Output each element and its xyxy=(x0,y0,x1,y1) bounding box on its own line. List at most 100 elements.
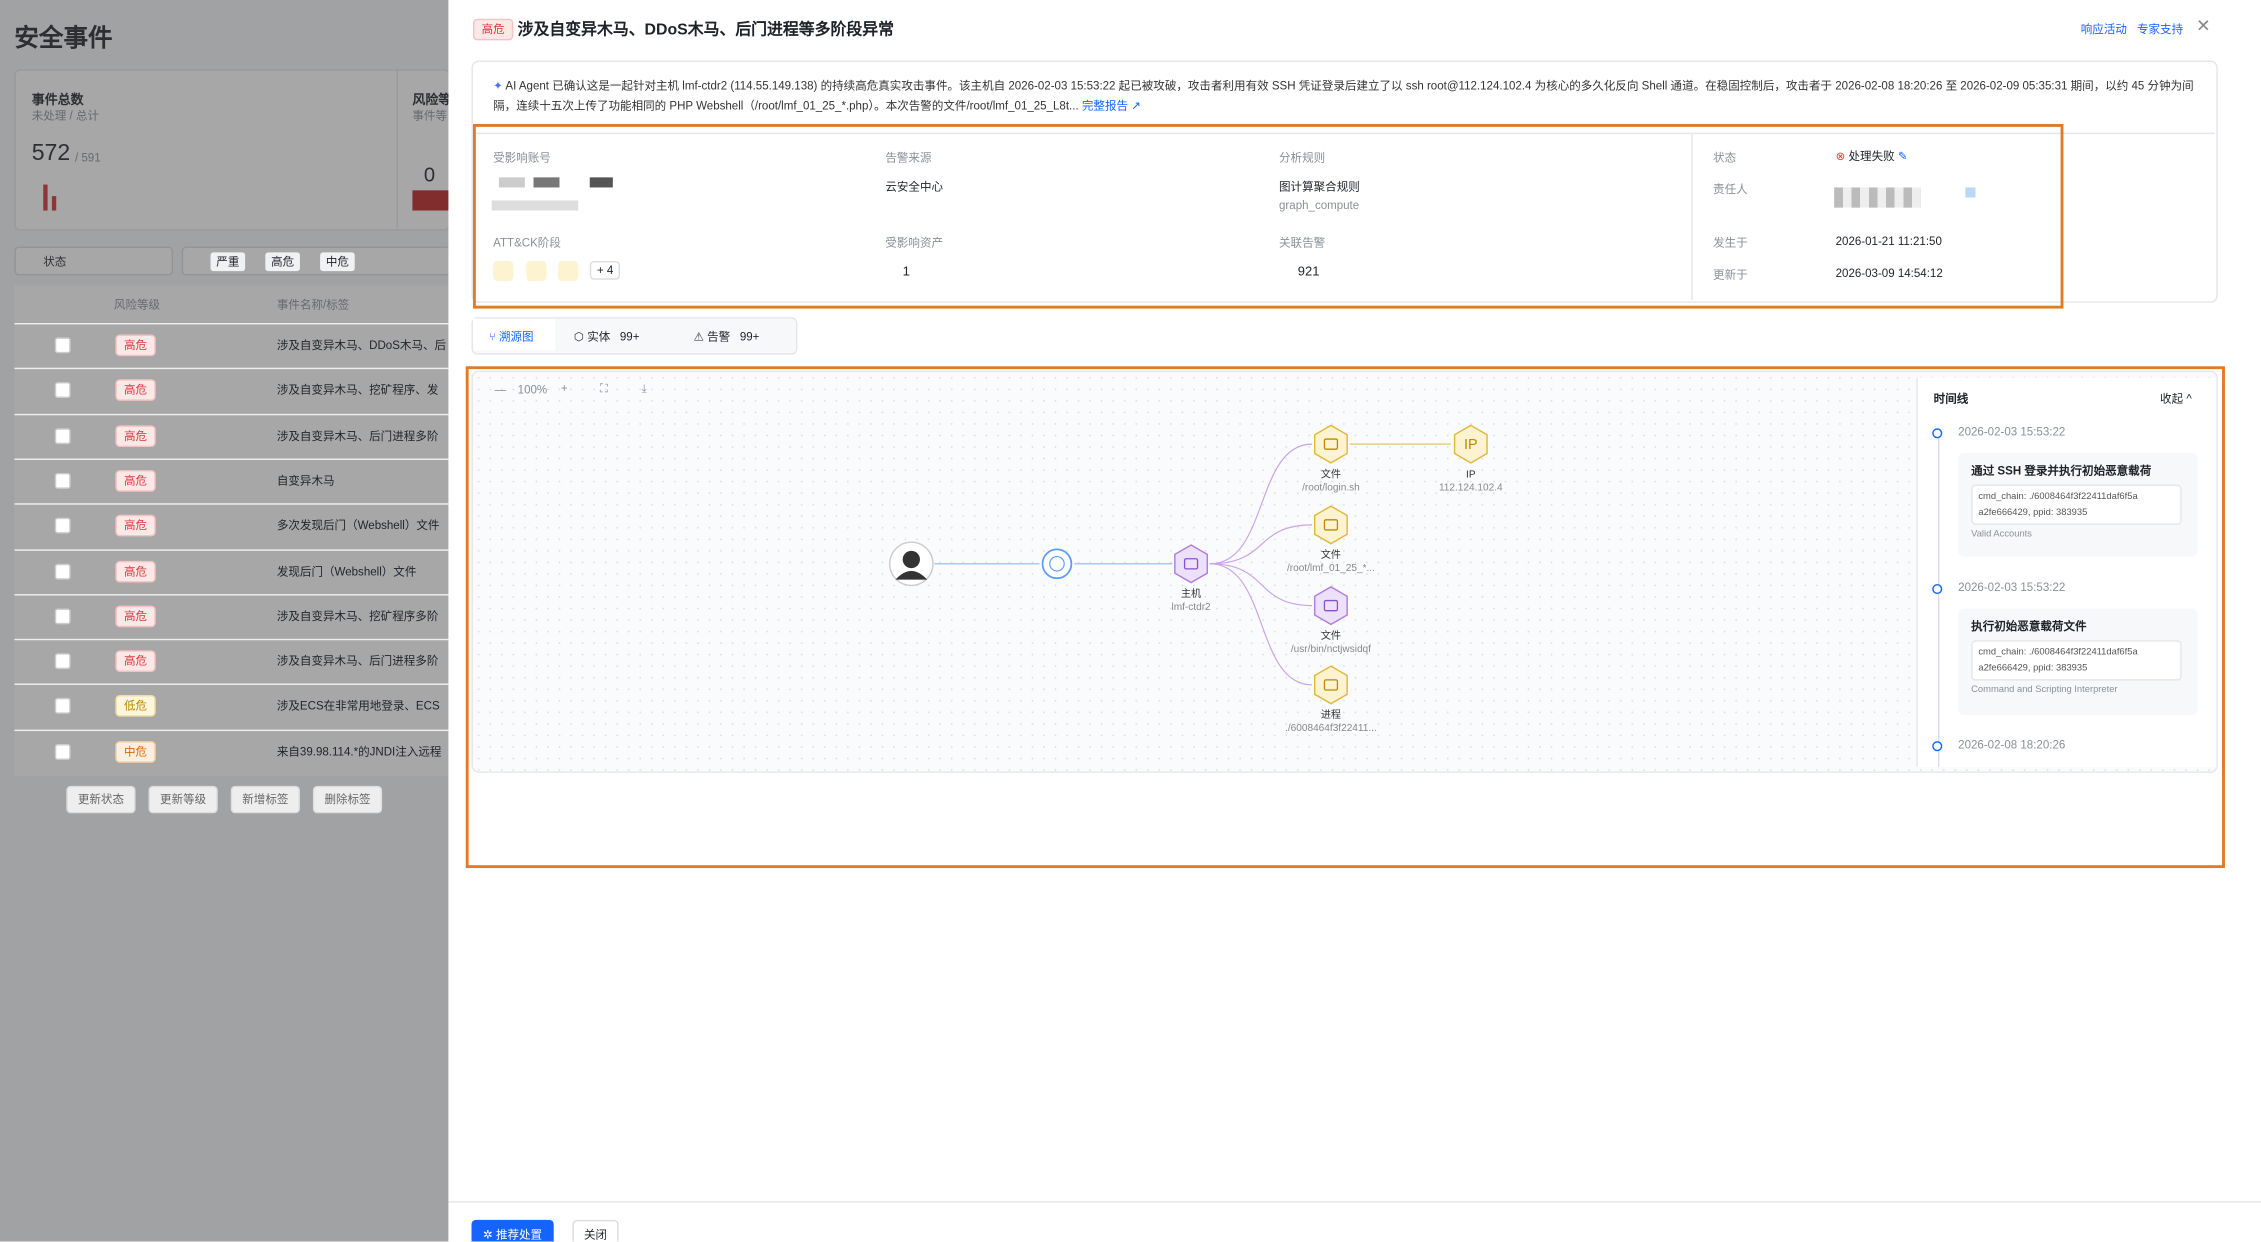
row-checkbox[interactable] xyxy=(54,337,71,354)
row-checkbox[interactable] xyxy=(54,653,71,670)
timeline-time: 2026-02-08 18:20:26 xyxy=(1958,738,2066,752)
row-divider xyxy=(14,413,449,415)
status-text: 处理失败 xyxy=(1848,149,1895,163)
edit-icon[interactable]: ✎ xyxy=(1897,149,1908,163)
edge xyxy=(1209,563,1313,686)
graph-node[interactable] xyxy=(1313,665,1348,705)
level-badge: 高危 xyxy=(115,469,156,492)
row-divider xyxy=(14,503,449,505)
level-badge: 高危 xyxy=(115,650,156,673)
timeline-dot xyxy=(1932,741,1943,752)
field-value: 1 xyxy=(902,263,910,279)
field-value: 921 xyxy=(1297,263,1320,279)
divider xyxy=(472,132,2215,135)
summary-card xyxy=(471,60,2218,303)
action-link[interactable]: 响应活动 xyxy=(2080,23,2127,37)
node-type: 进程 xyxy=(1321,709,1341,721)
level-badge: 低危 xyxy=(115,695,156,718)
attacker-icon xyxy=(895,571,928,580)
bulk-button[interactable]: 更新状态 xyxy=(66,785,136,814)
event-name[interactable]: 多次发现后门（Webshell）文件 xyxy=(276,519,440,533)
node-icon xyxy=(1183,558,1199,570)
row-checkbox[interactable] xyxy=(54,563,71,579)
action-link[interactable]: 专家支持 xyxy=(2136,23,2184,37)
tactic-icon xyxy=(526,260,547,282)
row-checkbox[interactable] xyxy=(54,382,71,399)
event-name[interactable]: 涉及自变异木马、挖矿程序多阶 xyxy=(276,609,439,623)
node-name: ./6008464f3f22411... xyxy=(1285,723,1377,734)
internet-node[interactable] xyxy=(1041,548,1073,580)
stat-total: / 591 xyxy=(74,151,101,165)
event-name[interactable]: 涉及自变异木马、后门进程多阶 xyxy=(276,429,439,443)
level-badge: 高危 xyxy=(115,560,156,582)
bulk-button[interactable]: 更新等级 xyxy=(148,785,218,814)
stat-value: 0 xyxy=(423,162,436,187)
stat-sub: 未处理 / 总计 xyxy=(31,109,100,123)
bulk-button[interactable]: 删除标签 xyxy=(312,785,383,814)
row-checkbox[interactable] xyxy=(54,743,71,760)
level-badge: 高危 xyxy=(115,515,156,537)
row-divider xyxy=(14,638,449,641)
row-divider xyxy=(14,729,449,731)
divider xyxy=(448,1201,2261,1203)
graph-node[interactable] xyxy=(1313,505,1348,545)
row-checkbox[interactable] xyxy=(54,427,71,444)
graph-node[interactable] xyxy=(1313,424,1348,464)
primary-button[interactable]: ✲ 推荐处置 xyxy=(471,1219,554,1242)
node-icon xyxy=(1323,438,1339,450)
row-checkbox[interactable] xyxy=(54,472,71,489)
event-name[interactable]: 自变异木马 xyxy=(276,474,335,488)
zoom-in[interactable]: + xyxy=(560,382,568,396)
report-link[interactable]: 完整报告 ↗ xyxy=(1081,99,1141,113)
row-checkbox[interactable] xyxy=(54,608,71,625)
event-name[interactable]: 涉及自变异木马、DDoS木马、后 xyxy=(276,338,447,352)
row-checkbox[interactable] xyxy=(54,698,71,715)
event-name[interactable]: 涉及自变异木马、后门进程多阶 xyxy=(276,654,439,668)
graph-node[interactable] xyxy=(1453,424,1488,464)
filter-tag[interactable]: 中危 xyxy=(320,252,355,272)
button-label: 推荐处置 xyxy=(495,1228,543,1242)
download[interactable]: ⤓ xyxy=(641,382,647,396)
edges xyxy=(934,443,1451,686)
node-type: 主机 xyxy=(1181,587,1201,600)
stat-bar xyxy=(412,190,449,211)
cmd-box: cmd_chain: ./6008464f3f22411daf6f5a a2fe… xyxy=(1971,484,2182,525)
level-badge: 高危 xyxy=(115,605,156,627)
graph-node[interactable] xyxy=(1313,586,1348,626)
tab-count: 99+ xyxy=(619,330,640,344)
field-label: 受影响资产 xyxy=(885,236,944,250)
event-name[interactable]: 发现后门（Webshell）文件 xyxy=(276,564,417,578)
tab-label: 告警 xyxy=(707,330,731,344)
blurred xyxy=(498,177,525,188)
stats-card xyxy=(14,69,450,231)
zoom-level: 100% xyxy=(517,383,548,397)
blurred xyxy=(491,200,579,211)
event-name[interactable]: 涉及自变异木马、挖矿程序、发 xyxy=(276,383,439,397)
spark-bar xyxy=(43,184,48,211)
close-icon[interactable]: ✕ xyxy=(2196,15,2211,37)
tab[interactable]: ⑂ 溯源图 xyxy=(488,330,534,344)
page-title: 安全事件 xyxy=(14,24,113,52)
summary: ✦ AI Agent 已确认这是一起针对主机 lmf-ctdr2 (114.55… xyxy=(493,76,2197,116)
tab[interactable]: ⬡ 实体 99+ xyxy=(573,330,640,344)
bulk-button[interactable]: 新增标签 xyxy=(230,785,300,814)
timeline-dot xyxy=(1932,583,1943,595)
field-label: 受影响账号 xyxy=(493,151,551,165)
tab[interactable]: ⚠ 告警 99+ xyxy=(693,330,760,344)
filter-tag[interactable]: 严重 xyxy=(210,252,246,272)
event-name[interactable]: 涉及ECS在非常用地登录、ECS xyxy=(276,699,440,713)
timeline-toggle[interactable]: 收起 ^ xyxy=(2160,392,2192,406)
modal-mask[interactable] xyxy=(0,0,449,1242)
graph-node[interactable] xyxy=(1174,544,1209,584)
filter-tag[interactable]: 高危 xyxy=(265,252,300,272)
zoom-out[interactable]: — xyxy=(494,383,507,397)
summary-text: AI Agent 已确认这是一起针对主机 lmf-ctdr2 (114.55.1… xyxy=(493,79,2194,113)
secondary-button[interactable]: 关闭 xyxy=(572,1219,619,1242)
event-name[interactable]: 来自39.98.114.*的JNDI注入远程 xyxy=(276,745,442,759)
fit-view[interactable]: ⛶ xyxy=(599,382,608,396)
node-icon xyxy=(1323,599,1339,612)
row-checkbox[interactable] xyxy=(54,517,71,534)
status-filter[interactable] xyxy=(14,246,174,276)
more-tactics[interactable]: + 4 xyxy=(589,260,621,280)
